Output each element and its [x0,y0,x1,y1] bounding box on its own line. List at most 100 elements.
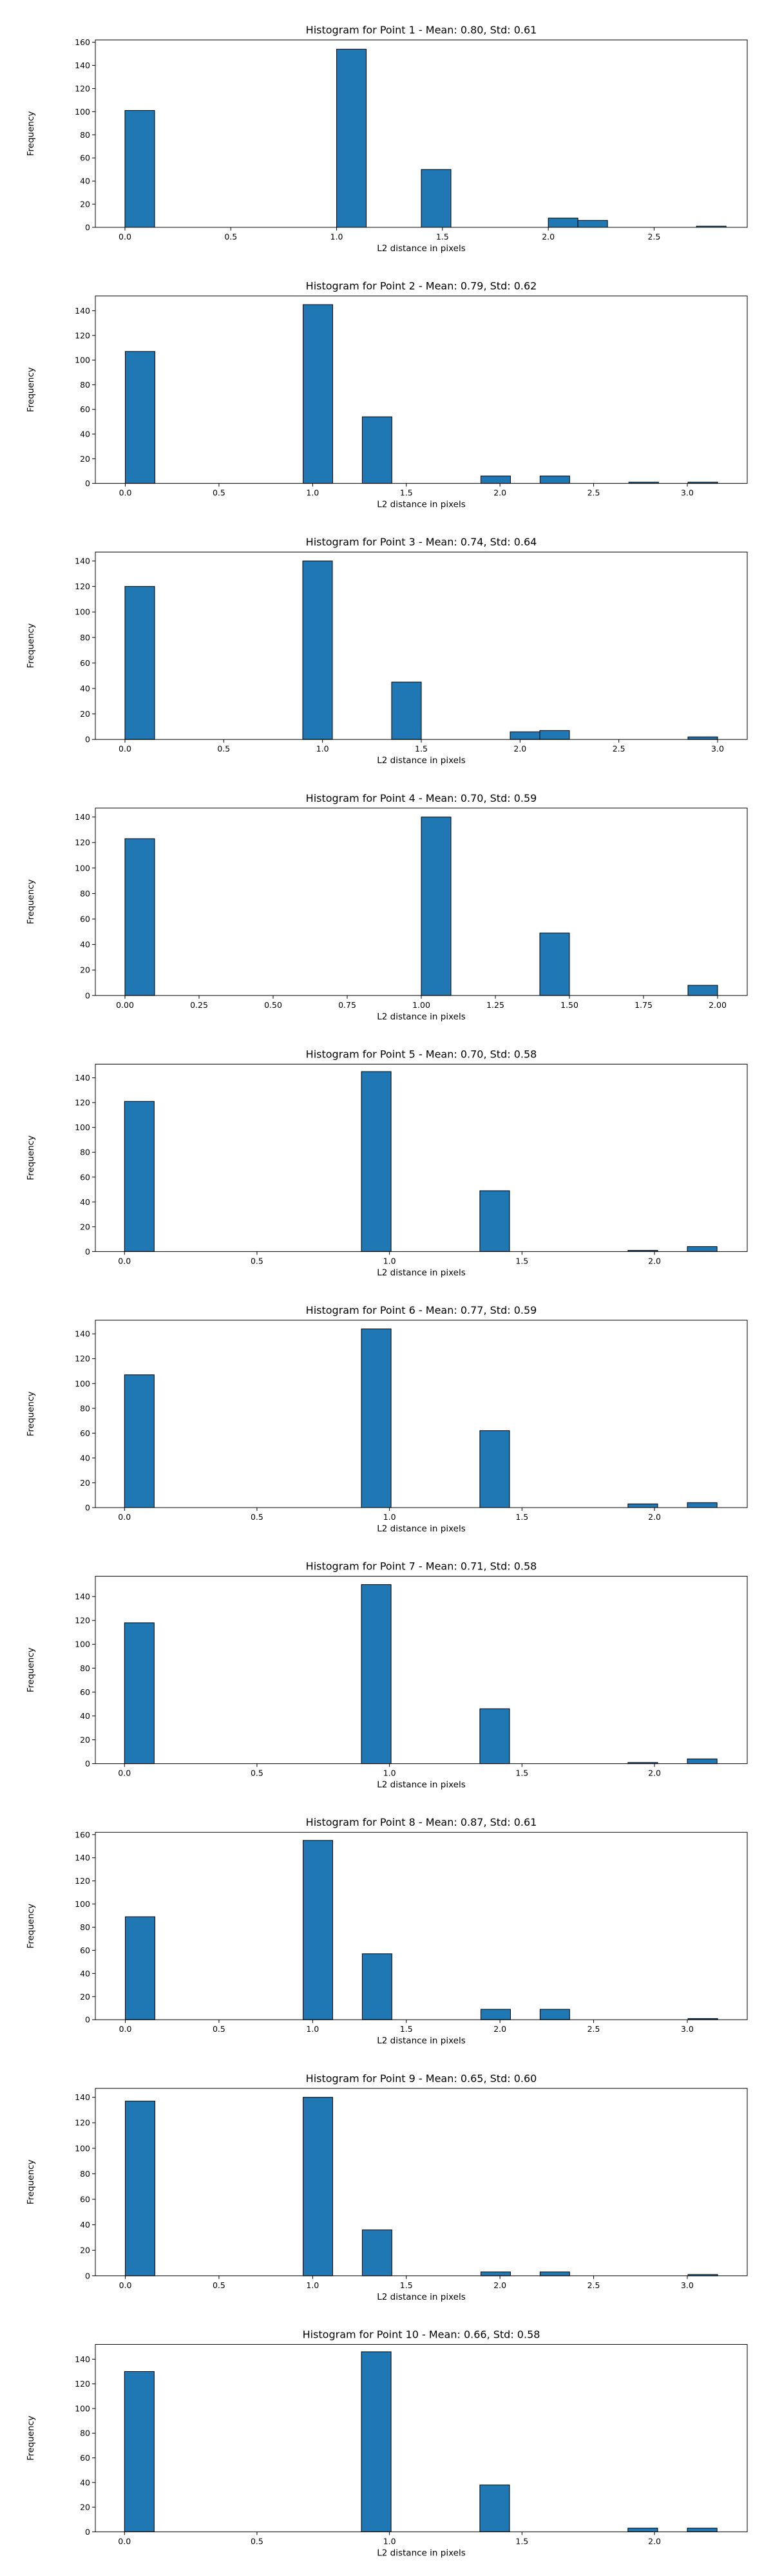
chart-4-ytick-label: 60 [80,914,90,924]
chart-1-ytick-label: 60 [80,153,90,163]
chart-10-title: Histogram for Point 10 - Mean: 0.66, Std… [303,2328,540,2340]
chart-7-xtick-label: 1.5 [515,1768,528,1778]
chart-3-bar-3 [391,681,422,740]
chart-4-ytick-label: 40 [80,940,90,949]
chart-7-bar-3 [479,1708,510,1765]
chart-6-ytick-label: 20 [80,1478,90,1488]
chart-2-bar-2 [303,304,333,484]
chart-7-ytick-label: 140 [75,1592,90,1602]
chart-8-xtick-label: 1.0 [306,2024,319,2034]
chart-10-xtick-label: 1.0 [383,2536,396,2546]
chart-1-ytick-label: 80 [80,130,90,140]
chart-9: Histogram for Point 9 - Mean: 0.65, Std:… [26,2072,748,2302]
chart-3: Histogram for Point 3 - Mean: 0.74, Std:… [26,536,748,766]
chart-5-bar-5 [687,1246,718,1252]
chart-6-xtick-label: 0.5 [251,1512,263,1522]
chart-2-xlabel: L2 distance in pixels [377,500,465,510]
chart-6-xtick-label: 1.0 [383,1512,396,1522]
chart-3-ytick-label: 20 [80,709,90,719]
chart-4-bar-3 [539,933,570,996]
chart-5-bars [124,1071,718,1252]
chart-4-title: Histogram for Point 4 - Mean: 0.70, Std:… [306,792,537,804]
chart-9-xtick-label: 2.5 [587,2280,600,2290]
chart-8-ytick-label: 140 [75,1853,90,1862]
chart-3-xtick-label: 1.5 [415,744,428,753]
chart-7-xlabel: L2 distance in pixels [377,1780,465,1790]
chart-10-bar-4 [627,2528,658,2532]
chart-5-xtick-label: 0.0 [118,1256,131,1265]
chart-10-bars [124,2351,718,2532]
chart-2-ytick-label: 100 [75,355,90,365]
chart-8-xtick-label: 3.0 [681,2024,694,2034]
chart-10-ytick-label: 60 [80,2453,90,2463]
chart-8-xtick-label: 1.5 [400,2024,413,2034]
chart-3-ytick-label: 60 [80,658,90,668]
chart-10-ytick-label: 100 [75,2403,90,2413]
chart-4-xtick-label: 0.50 [264,1000,282,1010]
chart-6-bars [124,1328,718,1508]
chart-6-xtick-label: 0.0 [118,1512,131,1522]
chart-1-ytick-label: 20 [80,200,90,209]
chart-10-xtick-label: 0.0 [118,2536,131,2546]
chart-7-ytick-label: 60 [80,1687,90,1697]
chart-8-xtick-label: 0.5 [213,2024,225,2034]
chart-9-ytick-label: 60 [80,2195,90,2204]
chart-9-bars [125,2097,718,2277]
chart-6-xtick-label: 1.5 [515,1512,528,1522]
chart-8-ytick-label: 0 [85,2015,90,2025]
chart-3-ytick-label: 100 [75,607,90,617]
chart-7-ytick-label: 0 [85,1759,90,1768]
chart-4-ytick-label: 20 [80,965,90,975]
chart-9-axes-frame [95,2088,748,2277]
chart-3-xtick-label: 0.5 [217,744,230,753]
chart-7-ytick-label: 120 [75,1616,90,1625]
chart-4-ytick-label: 0 [85,990,90,1000]
chart-6-ytick-label: 40 [80,1453,90,1463]
chart-4-ylabel: Frequency [26,879,36,924]
chart-8-ytick-label: 40 [80,1969,90,1978]
chart-7-bar-5 [687,1758,718,1765]
chart-1-xtick-label: 2.5 [647,232,660,242]
chart-5-ytick-label: 140 [75,1073,90,1083]
chart-4-bar-4 [687,985,718,996]
chart-2-xtick-label: 0.5 [213,488,225,498]
chart-1-bar-2 [336,48,367,228]
chart-7-bars [124,1584,718,1765]
chart-9-xtick-label: 1.5 [400,2280,413,2290]
chart-5-xlabel: L2 distance in pixels [377,1267,465,1278]
chart-7-ytick-label: 20 [80,1735,90,1745]
chart-5-ytick-label: 60 [80,1172,90,1182]
chart-7-bar-1 [124,1622,155,1765]
chart-10-ytick-label: 80 [80,2429,90,2438]
chart-4: Histogram for Point 4 - Mean: 0.70, Std:… [26,792,748,1022]
chart-2-ytick-label: 80 [80,380,90,390]
chart-2-ytick-label: 40 [80,430,90,439]
chart-1-ylabel: Frequency [26,111,36,156]
chart-8-ytick-label: 60 [80,1946,90,1955]
chart-5-ytick-label: 0 [85,1247,90,1256]
chart-5-bar-3 [479,1190,510,1252]
chart-10-ytick-label: 20 [80,2503,90,2512]
chart-4-bar-1 [124,838,155,996]
chart-8-title: Histogram for Point 8 - Mean: 0.87, Std:… [306,1816,537,1828]
chart-1-bar-3 [421,169,452,228]
chart-9-xlabel: L2 distance in pixels [377,2292,465,2302]
chart-2-bar-1 [125,351,155,484]
chart-6-xlabel: L2 distance in pixels [377,1524,465,1534]
chart-7-xtick-label: 0.5 [251,1768,263,1778]
chart-2-bar-3 [361,416,392,484]
chart-1-title: Histogram for Point 1 - Mean: 0.80, Std:… [306,24,537,36]
chart-2-bar-4 [480,475,511,484]
chart-3-xtick-label: 0.0 [119,744,131,753]
chart-3-xtick-label: 1.0 [316,744,329,753]
chart-9-bar-5 [539,2271,570,2277]
chart-7-xtick-label: 2.0 [648,1768,661,1778]
chart-4-xtick-label: 1.25 [486,1000,504,1010]
chart-3-xlabel: L2 distance in pixels [377,755,465,766]
chart-6-ytick-label: 60 [80,1428,90,1438]
chart-3-bar-2 [302,560,333,740]
chart-1-ytick-label: 40 [80,176,90,186]
chart-10-bar-3 [479,2485,510,2532]
chart-1-axes-frame [95,39,748,228]
